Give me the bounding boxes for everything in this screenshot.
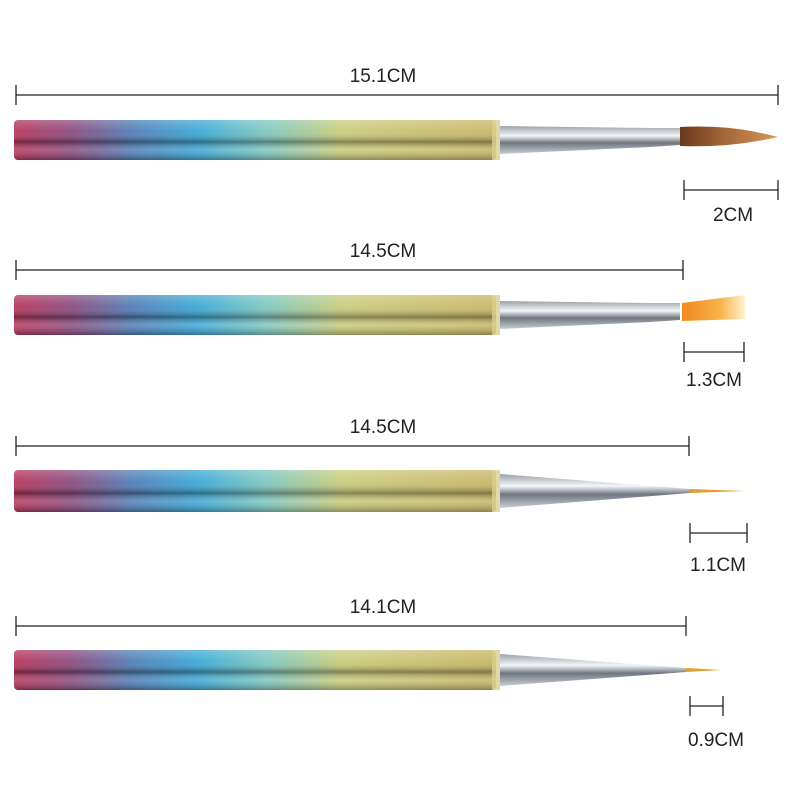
length-label: 14.1CM xyxy=(350,597,417,618)
handle-shine xyxy=(14,470,496,512)
bristles xyxy=(690,489,745,493)
ferrule xyxy=(500,474,690,508)
brush: 14.5CM 1.1CM xyxy=(14,417,748,576)
handle-cap xyxy=(492,470,500,512)
bristles xyxy=(686,668,722,672)
length-label: 14.5CM xyxy=(350,241,417,262)
ferrule xyxy=(500,301,680,329)
ferrule xyxy=(500,654,686,686)
handle-cap xyxy=(492,120,500,160)
tip-label: 1.1CM xyxy=(690,555,746,576)
length-label: 14.5CM xyxy=(350,417,417,438)
tip-label: 2CM xyxy=(713,205,753,226)
handle-shine xyxy=(14,295,496,335)
brush: 15.1CM 2CM xyxy=(14,66,779,226)
tip-label: 1.3CM xyxy=(686,370,742,391)
tip-label: 0.9CM xyxy=(688,730,744,751)
bristles xyxy=(682,295,745,321)
brush: 14.5CM 1.3CM xyxy=(14,241,745,391)
handle-shine xyxy=(14,120,496,160)
bristles xyxy=(680,126,778,147)
handle-shine xyxy=(14,650,496,690)
brush: 14.1CM 0.9CM xyxy=(14,597,744,751)
handle-cap xyxy=(492,295,500,335)
length-label: 15.1CM xyxy=(350,66,417,87)
handle-cap xyxy=(492,650,500,690)
ferrule xyxy=(500,126,680,154)
